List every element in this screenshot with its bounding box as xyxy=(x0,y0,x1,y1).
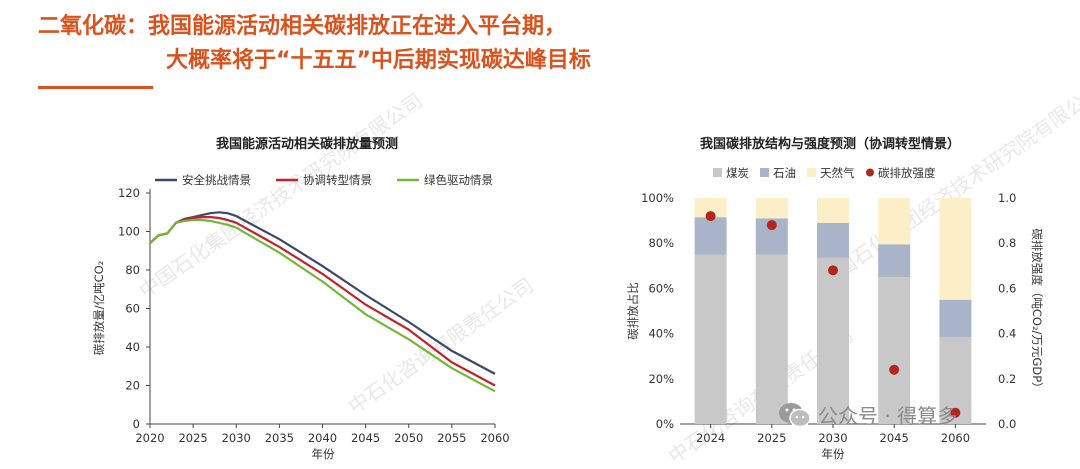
x-tick-label: 2024 xyxy=(696,431,725,445)
bar-segment xyxy=(817,198,849,223)
bar-segment xyxy=(694,217,727,255)
chart-title: 我国碳排放结构与强度预测（协调转型情景） xyxy=(700,136,960,152)
y2-axis-label: 碳排放强度（吨CO₂/万元GDP） xyxy=(1030,228,1044,393)
y2-tick-label: 0.2 xyxy=(998,372,1016,386)
y2-tick-label: 0.8 xyxy=(998,236,1016,250)
x-tick-label: 2030 xyxy=(222,431,251,445)
y-tick-label: 0% xyxy=(656,417,674,431)
bar-segment xyxy=(755,254,788,424)
y2-tick-label: 0.4 xyxy=(998,327,1016,341)
x-tick-label: 2025 xyxy=(757,431,786,445)
y-tick-label: 120 xyxy=(118,186,140,200)
legend-label: 天然气 xyxy=(820,166,855,180)
bar-segment xyxy=(817,257,849,424)
x-tick-label: 2055 xyxy=(437,431,466,445)
title-line-2: 大概率将于“十五五”中后期实现碳达峰目标 xyxy=(166,48,591,73)
title-underline xyxy=(38,86,153,89)
x-tick-label: 2060 xyxy=(941,431,970,445)
y2-tick-label: 0.0 xyxy=(998,417,1016,431)
y-tick-label: 60% xyxy=(648,281,674,295)
wechat-icon xyxy=(779,402,811,427)
series-line xyxy=(149,218,496,393)
legend-label: 石油 xyxy=(773,166,796,180)
y-tick-label: 40% xyxy=(648,327,674,341)
x-tick-label: 2045 xyxy=(880,431,909,445)
legend-label: 煤炭 xyxy=(726,166,749,180)
emission-structure-bar-chart: 我国碳排放结构与强度预测（协调转型情景） 煤炭 石油 天然气 碳排放强度 0% 20% 40%… xyxy=(626,136,1044,461)
bar-segment xyxy=(878,244,911,278)
bar-segment xyxy=(939,198,972,300)
y-tick-label: 100% xyxy=(641,191,674,205)
x-axis-label: 年份 xyxy=(822,447,845,461)
y-axis-label: 碳排放占比 xyxy=(626,282,640,340)
series-line xyxy=(149,211,496,375)
chart-title: 我国能源活动相关碳排放量预测 xyxy=(216,136,398,152)
bar-segment xyxy=(755,198,788,219)
intensity-point xyxy=(766,220,777,231)
legend-swatch xyxy=(713,168,722,177)
bar-segment xyxy=(878,277,911,424)
x-axis-label: 年份 xyxy=(312,447,335,461)
y-axis-label: 碳排放量/亿吨CO₂ xyxy=(92,261,106,356)
page-title: 二氧化碳：我国能源活动相关碳排放正在进入平台期， 大概率将于“十五五”中后期实现… xyxy=(38,10,591,78)
y-tick-label: 100 xyxy=(118,225,140,239)
x-tick-label: 2040 xyxy=(308,431,337,445)
x-tick-label: 2050 xyxy=(394,431,423,445)
x-tick-label: 2045 xyxy=(351,431,380,445)
x-tick-label: 2020 xyxy=(135,431,164,445)
legend-label: 协调转型情景 xyxy=(303,173,372,187)
intensity-point xyxy=(828,265,838,276)
wechat-account-name: 公众号 · 得算多 xyxy=(818,404,958,428)
x-tick-label: 2025 xyxy=(178,431,207,445)
x-tick-label: 2030 xyxy=(818,431,847,445)
title-line-1: 二氧化碳：我国能源活动相关碳排放正在进入平台期， xyxy=(38,14,567,39)
legend-swatch xyxy=(760,168,769,177)
intensity-point xyxy=(950,407,961,418)
legend-label: 绿色驱动情景 xyxy=(424,173,493,187)
y-tick-label: 40 xyxy=(125,340,140,354)
x-tick-label: 2035 xyxy=(265,431,294,445)
legend-swatch xyxy=(807,168,816,177)
x-tick-label: 2060 xyxy=(480,431,509,445)
bar-segment xyxy=(694,254,727,424)
wechat-account: 公众号 · 得算多 xyxy=(778,400,957,429)
y-tick-label: 20% xyxy=(648,372,674,386)
bar-segment xyxy=(939,299,972,337)
legend-label: 安全挑战情景 xyxy=(182,173,251,187)
intensity-point xyxy=(889,364,900,375)
bar-segment xyxy=(878,198,911,245)
y2-tick-label: 0.6 xyxy=(998,281,1016,295)
y-tick-label: 20 xyxy=(125,379,140,393)
y-tick-label: 0 xyxy=(133,417,140,431)
bar-segment xyxy=(694,198,727,218)
legend-label: 碳排放强度 xyxy=(878,166,936,180)
legend-swatch xyxy=(866,168,874,177)
intensity-point xyxy=(705,211,716,222)
series-line xyxy=(149,216,496,387)
y-tick-label: 80 xyxy=(125,263,140,277)
y-tick-label: 60 xyxy=(125,302,140,316)
y-tick-label: 80% xyxy=(648,236,674,250)
y2-tick-label: 1.0 xyxy=(998,191,1016,205)
bar-segment xyxy=(817,222,849,258)
